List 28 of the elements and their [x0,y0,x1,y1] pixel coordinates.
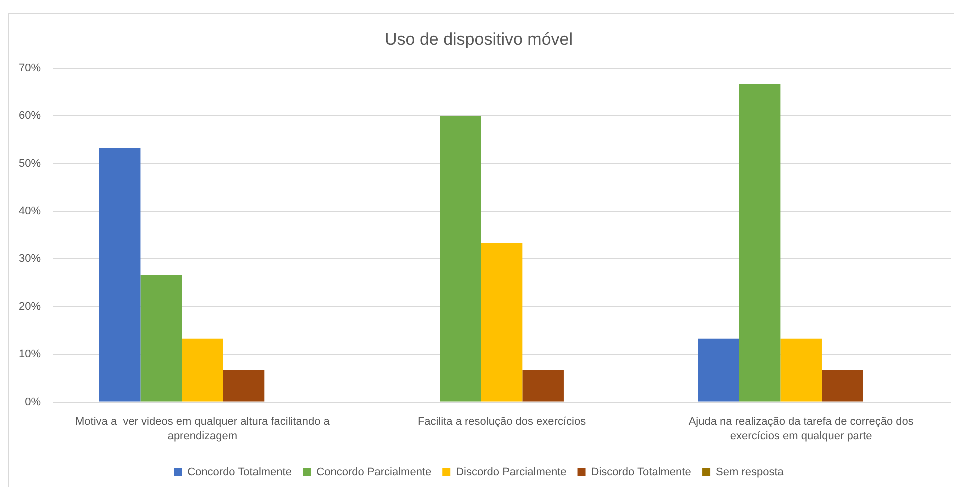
bar [780,338,822,402]
bar [440,116,482,402]
y-tick-label: 60% [18,110,42,122]
x-tick-label: Ajuda na realização da tarefa de correção dos exercícios em qualquer parte [688,416,914,443]
y-tick-label: 10% [18,348,42,361]
x-tick-label: Motiva a ver videos em qualquer altura facilitando a aprendizagem [76,416,331,443]
legend-label: Concordo Parcialmente [316,466,432,479]
y-tick-label: 70% [18,62,42,74]
chart-title: Uso de dispositivo móvel [384,30,574,49]
legend-label: Sem resposta [716,466,785,479]
y-tick-label: 50% [18,158,42,170]
legend-label: Discordo Totalmente [591,466,692,479]
bar [140,274,182,402]
bar [822,370,864,402]
bar [522,370,564,402]
y-tick-label: 40% [18,206,42,218]
bar [481,243,523,402]
y-tick-label: 20% [18,300,42,313]
legend-label: Concordo Totalmente [188,466,292,479]
x-tick-label: Facilita a resolução dos exercícios [418,416,587,428]
bar [223,370,265,402]
y-tick-label: 30% [18,253,42,266]
bar [698,338,740,402]
legend-label: Discordo Parcialmente [456,466,567,479]
y-tick-label: 0% [25,396,42,408]
bar [99,148,141,402]
bar [739,84,781,402]
bar [182,338,224,402]
